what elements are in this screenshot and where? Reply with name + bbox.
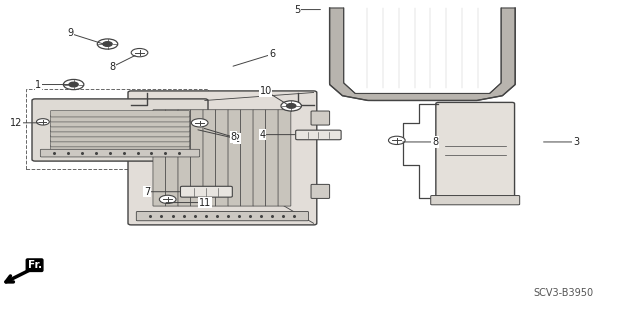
Circle shape [103,42,112,46]
FancyBboxPatch shape [51,136,189,142]
Text: 6: 6 [269,49,275,59]
FancyBboxPatch shape [51,145,189,152]
FancyBboxPatch shape [178,110,191,206]
Circle shape [36,119,49,125]
FancyBboxPatch shape [128,91,317,225]
Text: 7: 7 [144,187,150,197]
FancyBboxPatch shape [203,110,216,206]
FancyBboxPatch shape [166,110,179,206]
FancyBboxPatch shape [253,110,266,206]
Circle shape [159,195,176,204]
Circle shape [281,101,301,111]
Text: 8: 8 [432,137,438,147]
FancyBboxPatch shape [40,149,200,157]
FancyBboxPatch shape [51,140,189,147]
FancyBboxPatch shape [228,110,241,206]
Circle shape [69,82,78,87]
Text: 4: 4 [259,130,266,140]
FancyBboxPatch shape [266,110,278,206]
Circle shape [388,136,405,145]
FancyBboxPatch shape [241,110,253,206]
Circle shape [63,79,84,90]
Text: 2: 2 [234,134,240,144]
FancyBboxPatch shape [191,110,204,206]
FancyBboxPatch shape [51,111,189,117]
Text: 8: 8 [230,132,237,142]
Text: 12: 12 [10,118,22,128]
FancyBboxPatch shape [311,184,330,198]
FancyBboxPatch shape [180,186,232,197]
FancyBboxPatch shape [431,196,520,205]
FancyBboxPatch shape [278,110,291,206]
Text: Fr.: Fr. [28,260,42,270]
FancyBboxPatch shape [51,126,189,132]
Text: 10: 10 [259,86,272,96]
Text: 3: 3 [573,137,579,147]
Text: 5: 5 [294,4,301,15]
Circle shape [97,39,118,49]
FancyBboxPatch shape [311,111,330,125]
FancyBboxPatch shape [136,211,308,221]
Circle shape [287,104,296,108]
Text: 9: 9 [67,28,74,39]
Text: 1: 1 [35,79,42,90]
Text: 11: 11 [198,197,211,208]
Text: SCV3-B3950: SCV3-B3950 [533,288,593,299]
Bar [26,89,208,169]
FancyBboxPatch shape [51,121,189,127]
Circle shape [131,48,148,57]
FancyBboxPatch shape [153,110,166,206]
Text: 8: 8 [109,62,115,72]
FancyBboxPatch shape [216,110,228,206]
FancyBboxPatch shape [296,130,341,140]
Circle shape [191,119,208,127]
FancyBboxPatch shape [436,102,515,199]
FancyBboxPatch shape [51,130,189,137]
FancyBboxPatch shape [51,115,189,122]
Polygon shape [330,8,515,100]
FancyBboxPatch shape [32,99,208,161]
